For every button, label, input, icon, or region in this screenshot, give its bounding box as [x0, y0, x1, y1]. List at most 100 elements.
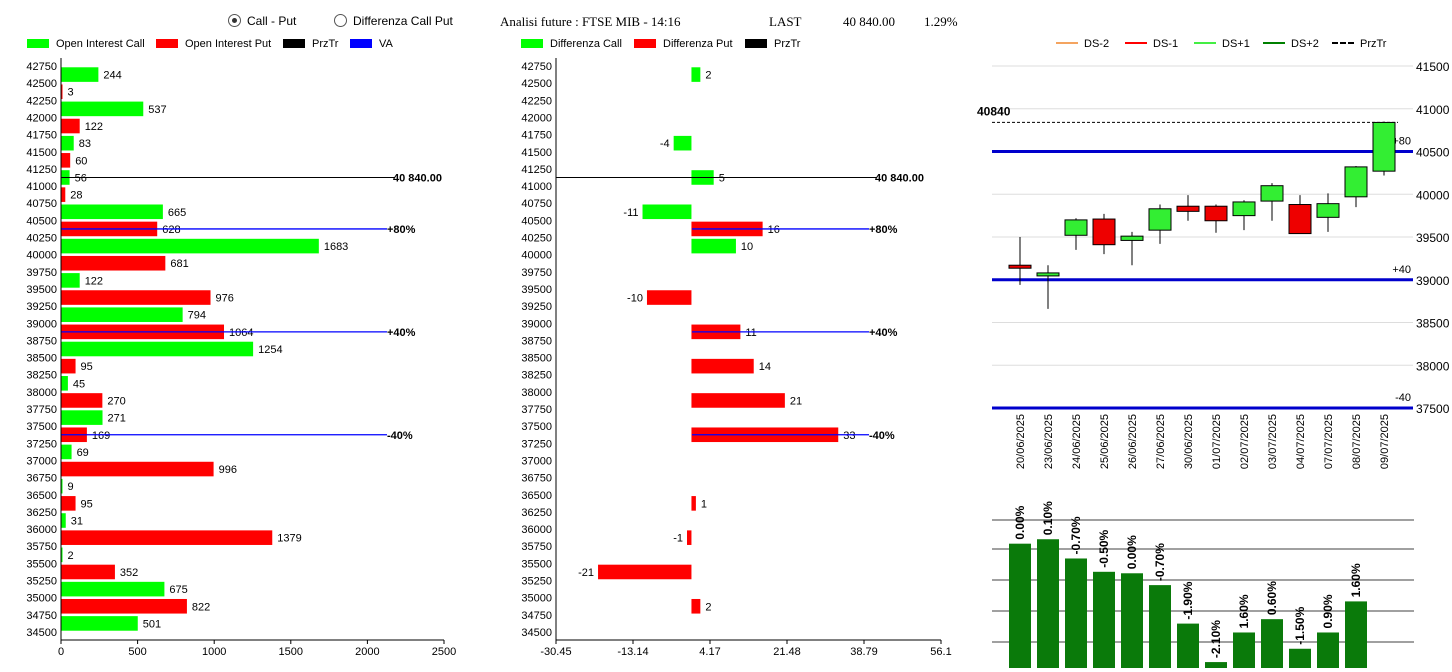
strike-tick-label: 37250	[521, 438, 552, 450]
change-bar	[1233, 632, 1255, 668]
change-bar	[1065, 558, 1087, 668]
legend-label: DS+1	[1222, 38, 1250, 50]
change-bar-label: -0.70%	[1069, 516, 1083, 554]
candle-body	[1232, 201, 1256, 217]
x-tick-label: 1500	[279, 646, 303, 658]
strike-tick-label: 41500	[26, 147, 57, 159]
bar-value-label: 83	[79, 138, 91, 150]
strike-tick-label: 38250	[26, 370, 57, 382]
bar-value-label: 10	[741, 241, 753, 253]
bar-value-label: 122	[85, 121, 103, 133]
strike-tick-label: 34500	[26, 627, 57, 639]
call-bar	[691, 238, 736, 254]
put-bar	[691, 358, 754, 374]
legend-label: DS+2	[1291, 38, 1319, 50]
x-tick-label: 4.17	[699, 646, 720, 658]
strike-tick-label: 42500	[521, 78, 552, 90]
price-line-label: 40 840.00	[393, 172, 442, 184]
radio-differenza[interactable]: Differenza Call Put	[334, 14, 453, 28]
open-interest-chart: 42750 42500 42250 42000 41750 41500 41250 41000…	[26, 58, 456, 658]
put-bar	[646, 290, 692, 305]
put-bar	[61, 118, 80, 134]
date-tick-label: 20/06/2025	[1015, 414, 1027, 469]
put-bar	[61, 461, 214, 477]
va-line-label: +80%	[869, 224, 898, 236]
strike-tick-label: 35750	[521, 541, 552, 553]
radio-call-put[interactable]: Call - Put	[228, 14, 296, 28]
legend-item-oi-prztr: PrzTr	[283, 38, 338, 52]
change-bar-label: 0.00%	[1013, 505, 1027, 539]
bar-value-label: 3	[68, 87, 74, 99]
strike-tick-label: 41000	[26, 181, 57, 193]
call-bar	[61, 581, 165, 597]
strike-tick-label: 37750	[521, 404, 552, 416]
change-bar-label: 1.60%	[1237, 594, 1251, 628]
legend-item-prztr: PrzTr	[1332, 38, 1386, 52]
legend-label: VA	[379, 38, 393, 50]
strike-tick-label: 40000	[521, 250, 552, 262]
strike-tick-label: 39250	[521, 301, 552, 313]
va-line-label: +80%	[387, 224, 416, 236]
candle-body	[1260, 185, 1284, 202]
bar-value-label: 28	[70, 190, 82, 202]
bar-value-label: 501	[143, 618, 161, 630]
change-bar	[1093, 571, 1115, 668]
x-tick-label: 500	[128, 646, 146, 658]
put-bar	[687, 530, 692, 545]
put-bar	[61, 187, 66, 202]
bar-value-label: 681	[170, 258, 188, 270]
strike-tick-label: 36750	[521, 473, 552, 485]
legend-swatch	[27, 39, 49, 48]
strike-tick-label: 40250	[26, 233, 57, 245]
bar-value-label: 31	[71, 516, 83, 528]
price-level-label: 40840	[977, 104, 1011, 118]
bar-value-label: 69	[77, 447, 89, 459]
date-tick-label: 01/07/2025	[1211, 414, 1223, 469]
legend-line	[1194, 42, 1216, 44]
level-label: +40	[1392, 264, 1411, 276]
va-line-label: -40%	[387, 430, 413, 442]
legend-swatch	[350, 39, 372, 48]
legend-label: Open Interest Put	[185, 38, 272, 50]
strike-tick-label: 35500	[521, 558, 552, 570]
last-label: LAST	[769, 14, 802, 29]
strike-tick-label: 42000	[521, 112, 552, 124]
bar-value-label: -4	[660, 138, 670, 150]
y-tick-label: 39000	[1416, 274, 1450, 288]
legend-item-ds+2: DS+2	[1263, 38, 1319, 52]
strike-tick-label: 36000	[26, 524, 57, 536]
change-bar-label: -1.50%	[1293, 606, 1307, 644]
bar-value-label: 996	[219, 464, 237, 476]
date-tick-label: 23/06/2025	[1043, 414, 1055, 469]
x-tick-label: 38.79	[850, 646, 878, 658]
change-bar-label: 1.60%	[1349, 563, 1363, 597]
bar-value-label: 45	[73, 378, 85, 390]
change-bar	[1205, 662, 1227, 668]
change-bar	[1317, 632, 1339, 668]
bar-value-label: -1	[673, 533, 683, 545]
put-bar	[61, 530, 273, 545]
radio-call-put-indicator[interactable]	[228, 14, 241, 27]
change-bar-label: 0.10%	[1041, 501, 1055, 535]
bar-value-label: 1254	[258, 344, 282, 356]
change-bar-label: -0.70%	[1153, 543, 1167, 581]
bar-value-label: 1683	[324, 241, 348, 253]
bar-value-label: 56	[75, 172, 87, 184]
bar-value-label: 352	[120, 567, 138, 579]
va-line-label: -40%	[869, 430, 895, 442]
put-bar	[61, 84, 63, 100]
change-percent: 1.29%	[924, 14, 958, 29]
radio-call-put-label: Call - Put	[247, 14, 297, 28]
change-bar-label: 0.00%	[1125, 535, 1139, 569]
change-bar	[1121, 573, 1143, 668]
radio-differenza-indicator[interactable]	[334, 14, 347, 27]
date-tick-label: 25/06/2025	[1099, 414, 1111, 469]
call-bar	[61, 67, 99, 82]
bar-value-label: 95	[81, 361, 93, 373]
call-bar	[61, 307, 183, 322]
legend-label: Differenza Call	[550, 38, 622, 50]
strike-tick-label: 41250	[26, 164, 57, 176]
strike-tick-label: 40250	[521, 233, 552, 245]
legend-label: PrzTr	[774, 38, 801, 50]
legend-label: PrzTr	[1360, 38, 1387, 50]
